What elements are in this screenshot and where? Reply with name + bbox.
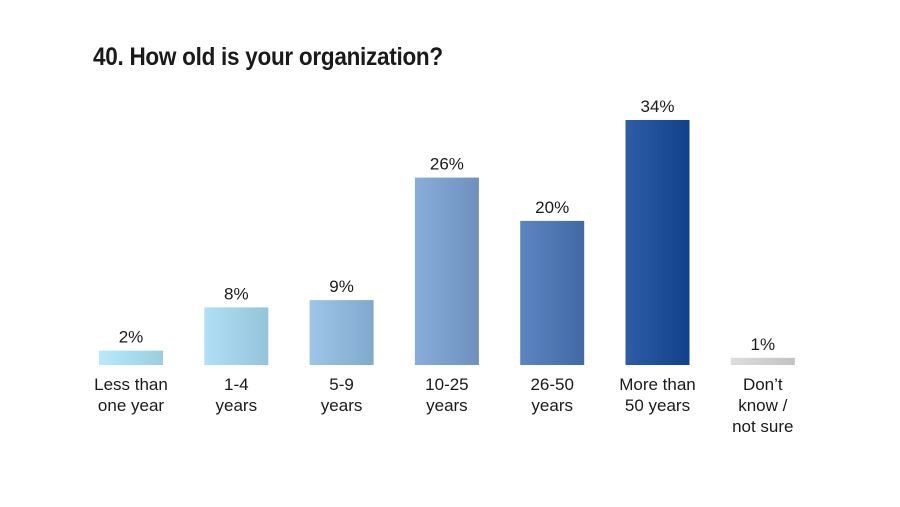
category-label-line: 1-4 — [224, 375, 249, 394]
category-label-line: 5-9 — [329, 375, 354, 394]
value-label-5: 20% — [535, 198, 569, 217]
value-label-3: 9% — [329, 277, 354, 296]
bar-5 — [520, 220, 585, 365]
category-label-line: 26-50 — [530, 375, 573, 394]
category-label-line: one year — [98, 396, 164, 415]
value-label-7: 1% — [751, 335, 776, 354]
category-label-6: More than 50 years — [619, 375, 696, 415]
bars-layer — [99, 120, 795, 365]
category-label-3: 5-9 years — [321, 375, 363, 415]
category-label-5: 26-50 years — [530, 375, 573, 415]
category-label-1: Less than one year — [94, 375, 168, 415]
bar-4 — [414, 177, 479, 365]
value-labels-layer: 2% 8% 9% 26% 20% 34% 1% — [119, 97, 775, 354]
bar-2 — [204, 307, 269, 365]
category-label-line: 10-25 — [425, 375, 468, 394]
category-label-line: More than — [619, 375, 696, 394]
category-label-2: 1-4 years — [216, 375, 258, 415]
category-label-line: not sure — [732, 417, 793, 436]
value-label-6: 34% — [640, 97, 674, 116]
bar-7 — [730, 357, 795, 365]
value-label-2: 8% — [224, 284, 249, 303]
category-label-line: Less than — [94, 375, 168, 394]
chart-title: 40. How old is your organization? — [93, 43, 443, 71]
category-label-4: 10-25 years — [425, 375, 468, 415]
category-label-7: Don’t know / not sure — [732, 375, 793, 436]
category-labels-layer: Less than one year 1-4 years 5-9 years 10-25 ye… — [94, 375, 793, 436]
bar-1 — [99, 350, 163, 365]
bar-6 — [625, 120, 690, 365]
category-label-line: years — [216, 396, 258, 415]
category-label-line: know / — [738, 396, 787, 415]
category-label-line: years — [426, 396, 468, 415]
category-label-line: 50 years — [625, 396, 690, 415]
category-label-line: years — [531, 396, 573, 415]
bar-3 — [309, 300, 374, 365]
category-label-line: years — [321, 396, 363, 415]
value-label-1: 2% — [119, 328, 144, 347]
category-label-line: Don’t — [743, 375, 783, 394]
value-label-4: 26% — [430, 155, 464, 174]
